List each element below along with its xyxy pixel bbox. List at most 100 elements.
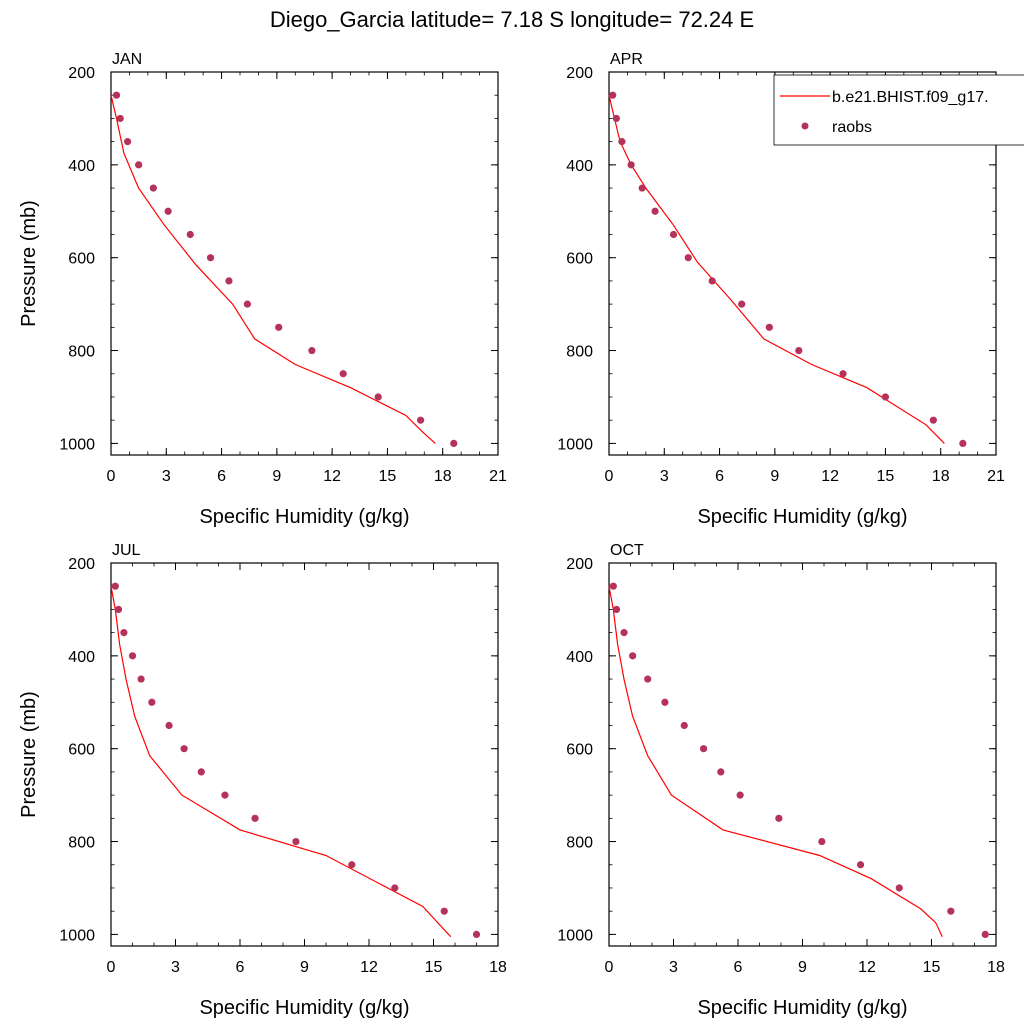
x-tick-label: 21 xyxy=(987,468,1005,485)
raobs-point xyxy=(225,277,233,285)
legend-box xyxy=(773,74,1024,146)
raobs-point xyxy=(609,91,617,99)
y-tick-label: 400 xyxy=(68,649,95,666)
raobs-point xyxy=(629,652,637,660)
panel-jul: JUL 0 3 6 9 12 15 18 200 400 600 800 1000 Specific Hu… xyxy=(18,542,507,1019)
raobs-point xyxy=(164,207,172,215)
raobs-point xyxy=(612,605,621,614)
y-tick-label: 1000 xyxy=(59,927,95,944)
raobs-point xyxy=(339,370,347,378)
plot-frame xyxy=(110,71,499,456)
raobs-point xyxy=(738,300,746,308)
raobs-point xyxy=(947,907,955,915)
raobs-point xyxy=(292,837,300,846)
y-tick-label: 800 xyxy=(68,835,95,852)
raobs-point xyxy=(736,791,744,799)
raobs-point xyxy=(627,161,635,169)
raobs-point xyxy=(308,346,316,355)
x-tick-label: 6 xyxy=(236,959,245,976)
figure-title: Diego_Garcia latitude= 7.18 S longitude=… xyxy=(270,7,754,32)
x-tick-label: 6 xyxy=(715,468,724,485)
x-axis-label: Specific Humidity (g/kg) xyxy=(697,997,907,1019)
raobs-point xyxy=(959,439,967,447)
raobs-point xyxy=(374,393,382,401)
x-tick-label: 6 xyxy=(217,468,226,485)
x-tick-label: 9 xyxy=(300,959,309,976)
y-tick-label: 800 xyxy=(566,835,593,852)
x-tick-label: 18 xyxy=(489,959,507,976)
y-tick-label: 600 xyxy=(68,742,95,759)
raobs-point xyxy=(684,254,692,262)
y-tick-label: 200 xyxy=(68,65,95,82)
x-tick-label: 15 xyxy=(877,468,895,485)
panel-title-oct: OCT xyxy=(610,542,644,559)
raobs-point xyxy=(128,652,137,660)
raobs-point xyxy=(929,416,937,424)
x-tick-label: 0 xyxy=(605,468,614,485)
x-tick-label: 3 xyxy=(171,959,180,976)
raobs-point xyxy=(221,791,229,799)
panel-title-jan: JAN xyxy=(112,51,142,68)
model-profile-line xyxy=(608,586,943,937)
x-tick-label: 3 xyxy=(162,468,171,485)
raobs-point xyxy=(765,323,773,331)
raobs-point xyxy=(137,675,145,683)
y-tick-label: 1000 xyxy=(557,927,593,944)
y-tick-label: 600 xyxy=(566,742,593,759)
raobs-point xyxy=(148,698,156,706)
raobs-point xyxy=(135,161,143,169)
y-tick-label: 600 xyxy=(566,251,593,268)
raobs-point xyxy=(818,837,826,846)
y-tick-label: 200 xyxy=(566,556,593,573)
x-tick-label: 3 xyxy=(669,959,678,976)
x-axis-label: Specific Humidity (g/kg) xyxy=(697,506,907,528)
x-tick-label: 12 xyxy=(858,959,876,976)
raobs-point xyxy=(717,768,725,776)
y-tick-label: 200 xyxy=(68,556,95,573)
y-tick-label: 800 xyxy=(68,344,95,361)
panel-oct: OCT 0 3 6 9 12 15 18 200 400 600 800 1000 Specific Hu… xyxy=(557,542,1005,1019)
raobs-point xyxy=(472,930,481,938)
raobs-point xyxy=(440,907,448,915)
raobs-point xyxy=(165,721,173,730)
y-tick-label: 800 xyxy=(566,344,593,361)
legend-model-label: b.e21.BHIST.f09_g17. xyxy=(832,89,989,106)
raobs-point xyxy=(243,300,251,308)
raobs-point xyxy=(638,184,646,192)
y-tick-label: 1000 xyxy=(557,436,593,453)
raobs-point xyxy=(206,254,215,262)
model-profile-line xyxy=(608,95,945,444)
x-tick-label: 21 xyxy=(489,468,507,485)
x-tick-label: 18 xyxy=(987,959,1005,976)
raobs-point xyxy=(700,745,708,753)
x-tick-label: 0 xyxy=(107,468,116,485)
x-tick-label: 18 xyxy=(434,468,452,485)
raobs-point xyxy=(708,277,716,285)
raobs-point xyxy=(881,393,890,401)
raobs-point xyxy=(618,138,626,146)
y-tick-label: 200 xyxy=(566,65,593,82)
raobs-point xyxy=(348,861,356,869)
panel-title-apr: APR xyxy=(610,51,643,68)
x-tick-label: 15 xyxy=(379,468,397,485)
raobs-point xyxy=(417,416,425,424)
x-tick-label: 18 xyxy=(932,468,950,485)
x-tick-label: 12 xyxy=(360,959,378,976)
raobs-point xyxy=(612,114,620,123)
x-axis-label: Specific Humidity (g/kg) xyxy=(199,506,409,528)
raobs-point xyxy=(644,675,652,683)
x-tick-label: 12 xyxy=(323,468,341,485)
raobs-point xyxy=(856,861,865,869)
y-tick-label: 400 xyxy=(566,649,593,666)
raobs-point xyxy=(111,582,119,590)
x-tick-label: 0 xyxy=(107,959,116,976)
raobs-point xyxy=(661,698,669,706)
raobs-point xyxy=(981,930,989,938)
y-tick-label: 400 xyxy=(566,158,593,175)
raobs-point xyxy=(895,884,903,892)
raobs-point xyxy=(651,207,659,215)
raobs-point xyxy=(120,629,128,637)
x-tick-label: 6 xyxy=(734,959,743,976)
raobs-point xyxy=(391,884,399,892)
